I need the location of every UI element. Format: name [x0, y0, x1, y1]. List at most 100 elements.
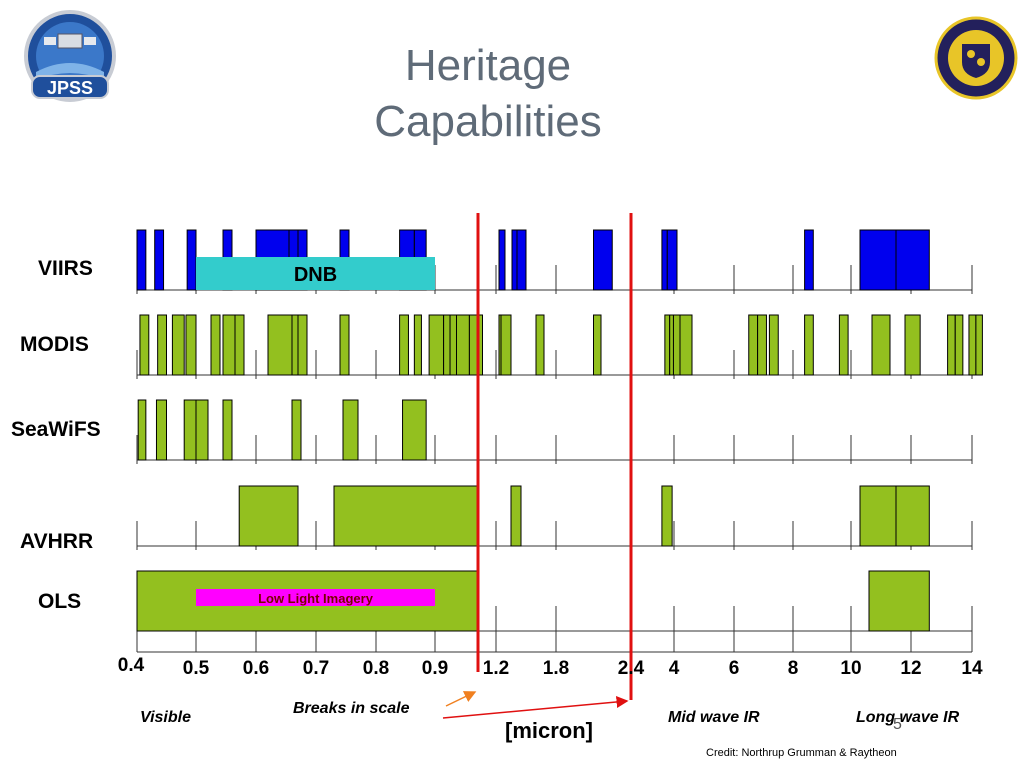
instrument-label-seawifs: SeaWiFS: [11, 418, 101, 441]
band-viirs-2: [186, 229, 197, 291]
band-modis-23: [669, 314, 674, 376]
band-ols-1: [868, 570, 930, 632]
instrument-label-viirs: VIIRS: [38, 257, 93, 280]
instrument-row-avhrr: [238, 485, 930, 547]
band-modis-32: [904, 314, 921, 376]
band-avhrr-1: [333, 485, 479, 547]
breaks-annotation: Breaks in scale: [293, 700, 410, 717]
x-tick-label-8: 2.4: [617, 658, 645, 679]
instrument-label-ols: OLS: [38, 590, 82, 613]
band-modis-20: [535, 314, 545, 376]
band-viirs-14: [661, 229, 668, 291]
band-modis-33: [947, 314, 956, 376]
band-modis-34: [954, 314, 964, 376]
region-label-visible: Visible: [140, 709, 191, 726]
x-tick-label-5: 0.9: [421, 658, 449, 679]
x-tick-label-10: 6: [728, 658, 740, 679]
band-seawifs-7: [402, 399, 427, 461]
low-light-label: Low Light Imagery: [258, 591, 374, 606]
band-modis-9: [297, 314, 308, 376]
band-seawifs-6: [342, 399, 359, 461]
band-modis-14: [443, 314, 451, 376]
x-tick-label-4: 0.8: [362, 658, 390, 679]
x-tick-label-1: 0.5: [182, 658, 210, 679]
x-tick-label-6: 1.2: [482, 658, 510, 679]
band-modis-0: [139, 314, 150, 376]
slide-title: Heritage Capabilities: [300, 38, 676, 150]
x-tick-label-3: 0.7: [302, 658, 330, 679]
x-tick-label-13: 12: [900, 658, 922, 679]
band-modis-8: [291, 314, 299, 376]
instrument-row-seawifs: [137, 399, 427, 461]
band-modis-2: [171, 314, 185, 376]
band-modis-35: [968, 314, 977, 376]
instrument-rows: DNB Low Light Imagery: [136, 229, 983, 632]
band-modis-15: [449, 314, 457, 376]
slide-number: 5: [893, 716, 902, 733]
band-avhrr-3: [661, 485, 673, 547]
dnb-band: [196, 257, 435, 290]
band-modis-21: [593, 314, 602, 376]
band-modis-36: [975, 314, 983, 376]
band-viirs-16: [804, 229, 814, 291]
x-tick-label-11: 8: [787, 658, 799, 679]
band-viirs-0: [136, 229, 147, 291]
x-tick-label-7: 1.8: [542, 658, 570, 679]
jpss-logo-icon: JPSS: [24, 10, 116, 102]
band-modis-3: [185, 314, 197, 376]
region-label-mid-wave-ir: Mid wave IR: [668, 709, 760, 726]
band-viirs-1: [154, 229, 165, 291]
region-label-long-wave-ir: Long wave IR: [856, 709, 960, 726]
dnb-label: DNB: [294, 264, 337, 286]
band-seawifs-2: [183, 399, 197, 461]
band-modis-22: [664, 314, 671, 376]
band-avhrr-4: [859, 485, 897, 547]
x-tick-label-12: 10: [840, 658, 862, 679]
instrument-label-avhrr: AVHRR: [20, 530, 94, 553]
band-modis-29: [804, 314, 814, 376]
low-light-band: [196, 589, 435, 606]
title-line-2: Capabilities: [374, 97, 602, 146]
band-modis-6: [234, 314, 245, 376]
band-viirs-10: [498, 229, 506, 291]
band-seawifs-0: [137, 399, 147, 461]
band-modis-17: [468, 314, 483, 376]
band-modis-5: [222, 314, 236, 376]
band-modis-7: [267, 314, 293, 376]
band-seawifs-4: [222, 399, 233, 461]
band-viirs-13: [593, 229, 613, 291]
nrl-seal-icon: [934, 16, 1018, 100]
break-arrow-1: [445, 691, 477, 707]
x-tick-label-9: 4: [668, 658, 680, 679]
band-modis-4: [210, 314, 221, 376]
band-modis-10: [339, 314, 350, 376]
band-avhrr-2: [510, 485, 522, 547]
band-viirs-18: [895, 229, 930, 291]
x-tick-label-2: 0.6: [242, 658, 270, 679]
band-modis-13: [428, 314, 445, 376]
band-avhrr-5: [895, 485, 930, 547]
band-viirs-15: [666, 229, 678, 291]
x-tick-label-0: 0.4: [117, 655, 145, 676]
title-line-1: Heritage: [404, 41, 572, 90]
x-axis-unit: [micron]: [505, 718, 593, 743]
band-viirs-17: [859, 229, 897, 291]
jpss-logo-text: JPSS: [47, 78, 93, 98]
instrument-label-modis: MODIS: [20, 333, 89, 356]
band-modis-24: [672, 314, 681, 376]
scale-breaks: [442, 213, 633, 719]
band-modis-1: [157, 314, 167, 376]
band-viirs-12: [516, 229, 527, 291]
band-modis-31: [871, 314, 891, 376]
band-modis-11: [399, 314, 409, 376]
instrument-row-ols: Low Light Imagery: [136, 570, 930, 632]
band-modis-26: [748, 314, 759, 376]
band-seawifs-1: [155, 399, 168, 461]
band-viirs-11: [511, 229, 518, 291]
x-tick-label-14: 14: [961, 658, 983, 679]
band-modis-28: [768, 314, 779, 376]
band-modis-30: [838, 314, 849, 376]
band-seawifs-5: [291, 399, 302, 461]
band-modis-12: [413, 314, 422, 376]
